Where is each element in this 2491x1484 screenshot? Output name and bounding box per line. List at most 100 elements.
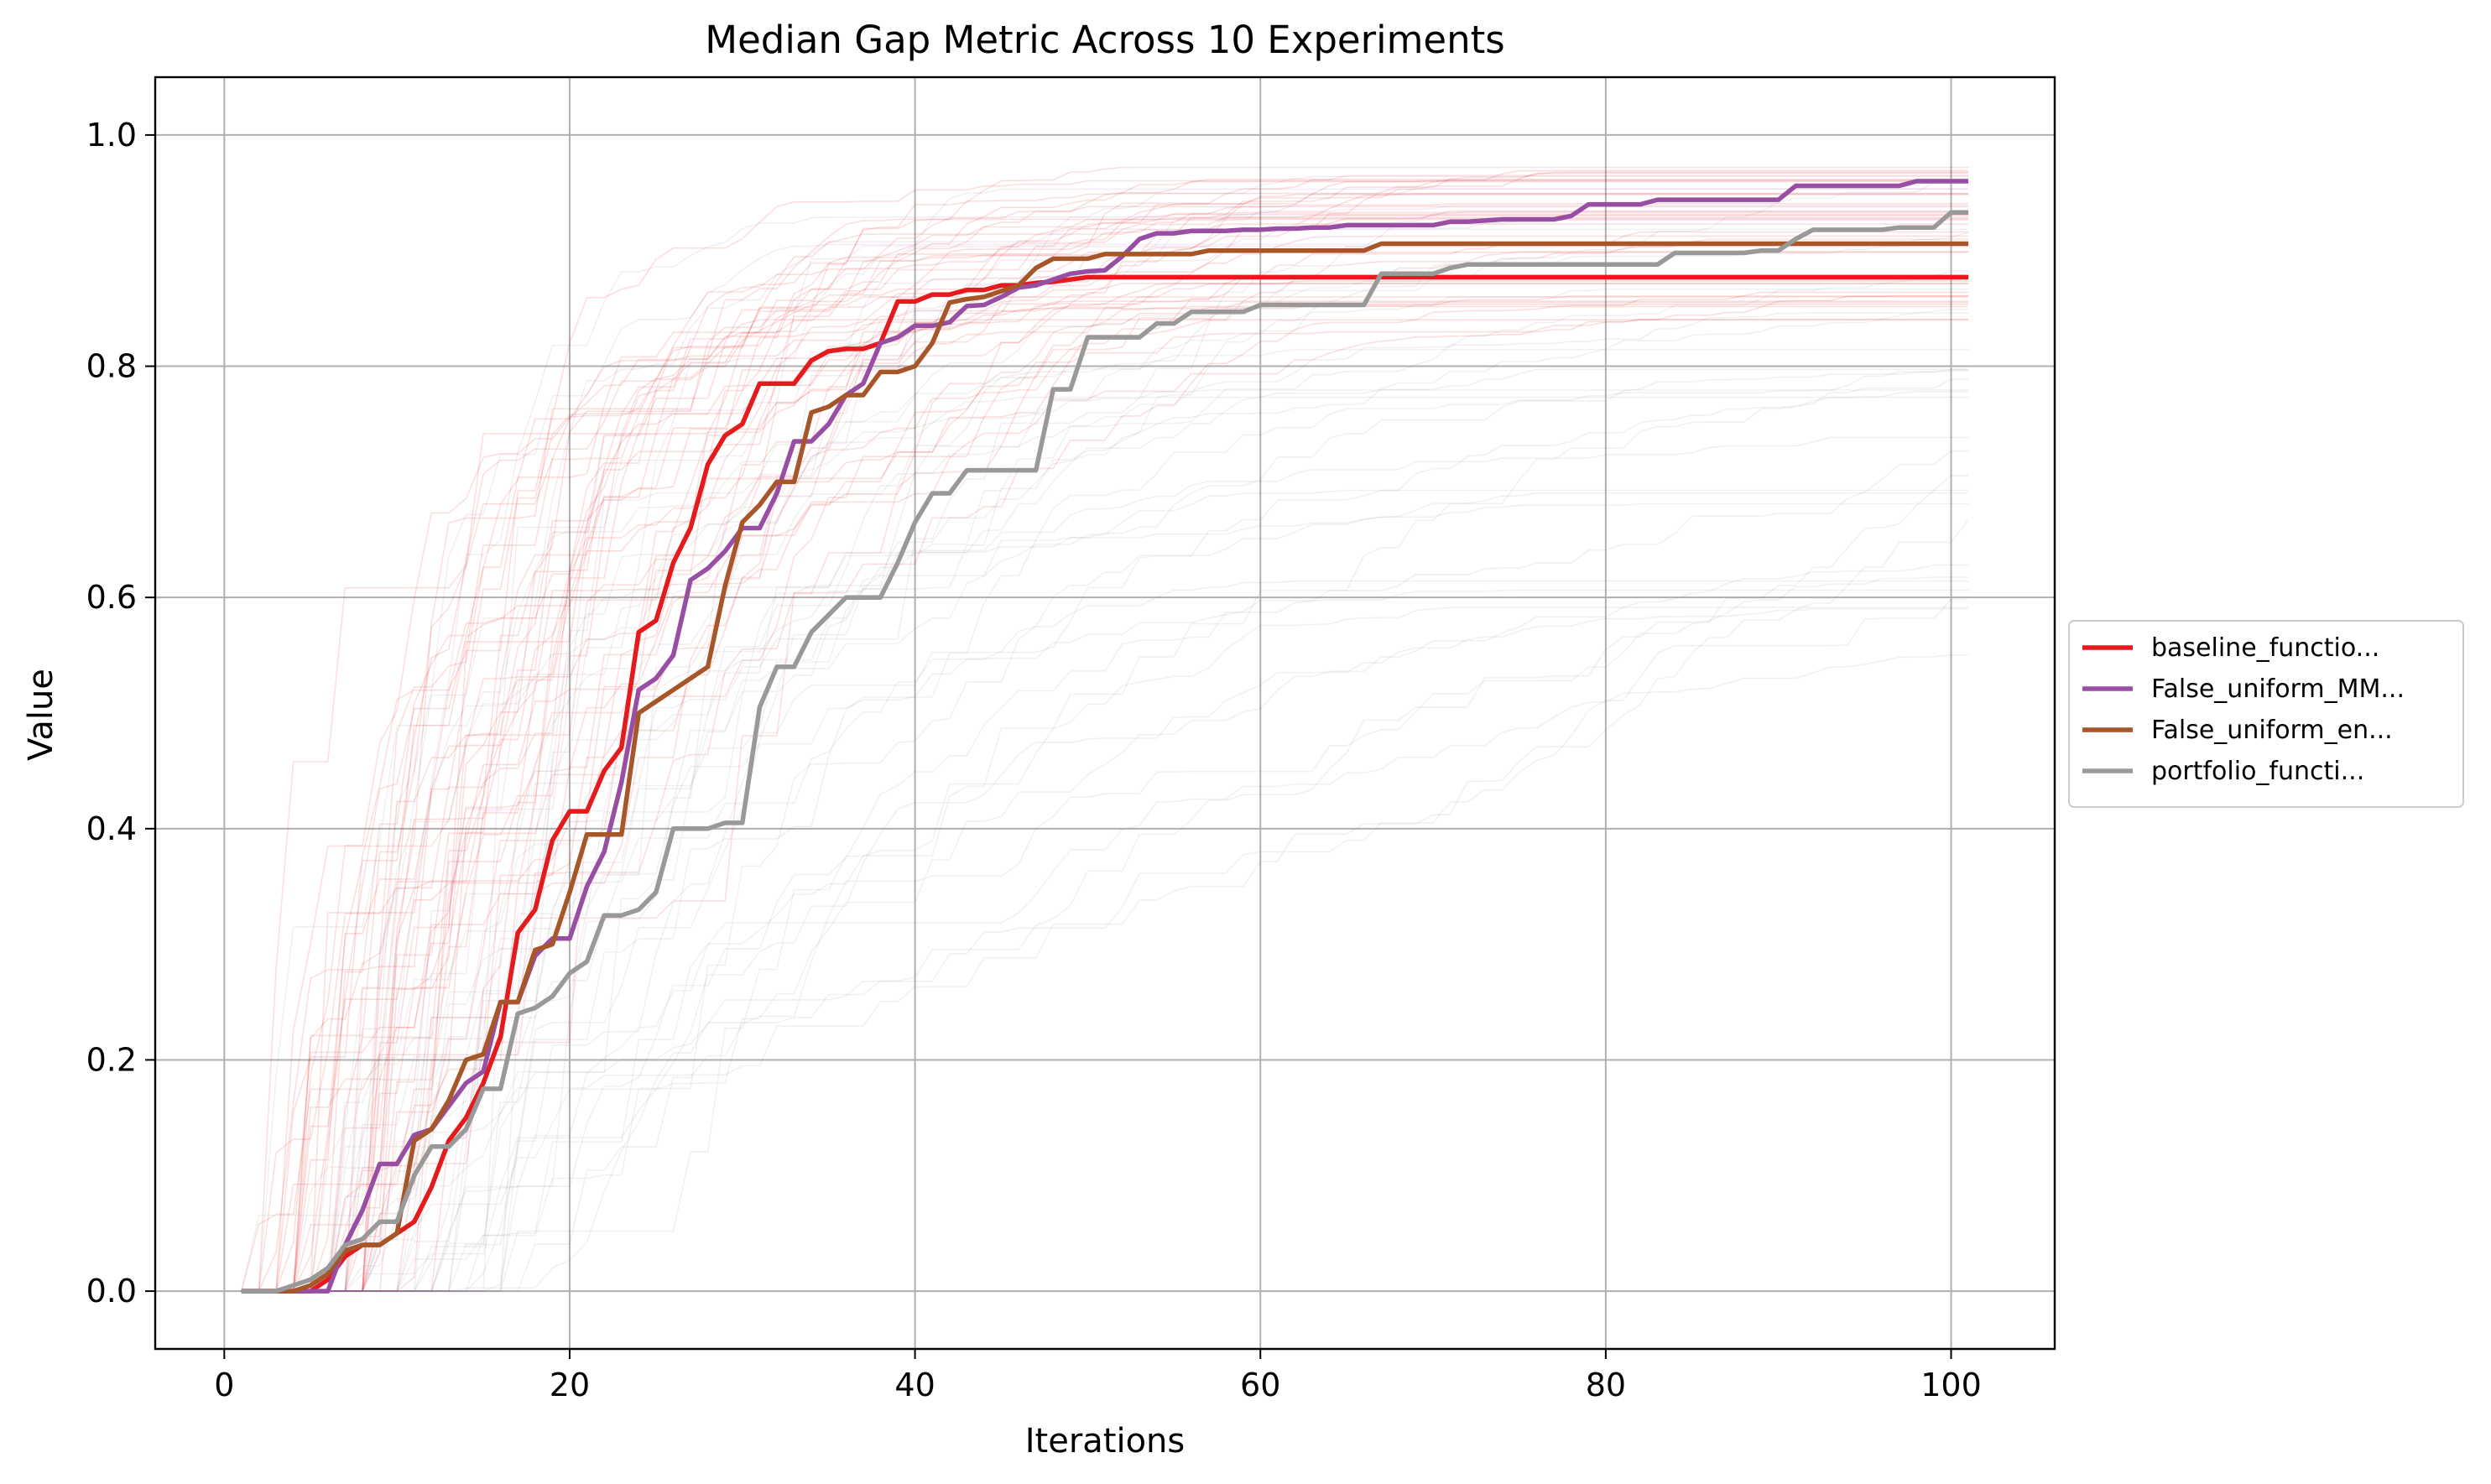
experiment-run-trace [241,270,1969,1292]
legend-label: False_uniform_en... [2151,716,2393,745]
legend-label: False_uniform_MM... [2151,674,2405,704]
y-tick-label: 0.2 [86,1041,137,1078]
experiment-run-trace [241,580,1969,1292]
experiment-run-trace [241,489,1969,1292]
experiment-run-trace [241,348,1969,1292]
baseline-run-trace [241,179,1969,1292]
experiment-run-trace [241,564,1969,1292]
baseline-run-trace [241,283,1969,1292]
y-tick-label: 1.0 [86,117,137,154]
series-line-3 [241,241,1969,1294]
x-tick-label: 80 [1586,1367,1626,1403]
baseline-run-trace [241,194,1969,1292]
experiment-run-trace [241,182,1969,1292]
x-tick-label: 100 [1920,1367,1982,1403]
baseline-run-trace [241,276,1969,1292]
experiment-run-trace [241,378,1969,1292]
baseline-run-trace [241,218,1969,1292]
y-tick-label: 0.6 [86,579,137,616]
baseline-run-trace [241,231,1969,1292]
legend: baseline_functio... False_uniform_MM... Fa… [2068,620,2464,808]
experiment-run-trace [241,576,1969,1292]
experiment-run-trace [241,519,1969,1292]
experiment-run-trace [241,390,1969,1292]
baseline-run-trace [241,180,1969,1292]
experiment-run-trace [241,436,1969,1292]
baseline-run-trace [241,192,1969,1292]
x-tick-label: 60 [1240,1367,1280,1403]
experiment-run-trace [241,279,1969,1292]
axis-ticks: 0 20 40 60 80 100 0.0 0.2 0.4 0.6 0.8 1.0 [86,117,1982,1403]
y-tick-label: 0.4 [86,810,137,847]
baseline-run-trace [241,280,1969,1292]
experiment-run-trace [241,450,1969,1292]
uniform-run-trace [241,175,1969,1292]
experiment-run-trace [241,475,1969,1292]
baseline-run-trace [241,295,1969,1292]
baseline-run-trace [241,213,1969,1292]
baseline-run-trace [241,251,1969,1292]
y-tick-label: 0.0 [86,1273,137,1310]
baseline-run-trace [241,301,1969,1292]
series-line-1 [241,274,1969,1294]
legend-label: portfolio_functi... [2151,757,2364,786]
series-line-4 [241,210,1969,1294]
baseline-run-trace [241,172,1969,1292]
baseline-run-trace [241,180,1969,1292]
baseline-run-trace [241,303,1969,1292]
series-line-2 [241,179,1969,1294]
experiment-run-trace [241,369,1969,1292]
baseline-run-trace [241,179,1969,1292]
experiment-run-trace [241,502,1969,1292]
baseline-run-trace [241,169,1969,1292]
experiment-run-trace [241,492,1969,1292]
baseline-run-trace [241,211,1969,1292]
experiment-run-trace [241,368,1969,1292]
uniform-run-trace [241,211,1969,1292]
experiment-run-trace [241,598,1969,1292]
experiment-run-trace [241,308,1969,1292]
x-tick-label: 40 [894,1367,935,1403]
baseline-run-trace [241,193,1969,1292]
experiment-run-trace [241,653,1969,1292]
baseline-run-trace [241,214,1969,1292]
baseline-run-trace [241,166,1969,1292]
baseline-run-trace [241,223,1969,1292]
baseline-run-trace [241,203,1969,1292]
experiment-run-trace [241,396,1969,1292]
chart-title: Median Gap Metric Across 10 Experiments [705,18,1504,62]
baseline-run-trace [241,283,1969,1292]
series-lines [241,179,1969,1294]
x-axis-label: Iterations [1025,1422,1186,1461]
uniform-run-trace [241,245,1969,1292]
baseline-run-trace [241,206,1969,1292]
grid-lines [155,77,2055,1349]
experiment-run-trace [241,389,1969,1292]
baseline-run-trace [241,251,1969,1292]
y-tick-label: 0.8 [86,348,137,385]
baseline-run-trace [241,296,1969,1292]
uniform-run-trace [241,228,1969,1292]
experiment-run-trace [241,232,1969,1292]
baseline-run-trace [241,217,1969,1292]
x-tick-label: 20 [550,1367,590,1403]
uniform-run-trace [241,216,1969,1292]
baseline-run-trace [241,319,1969,1292]
baseline-run-trace [241,294,1969,1292]
baseline-run-trace [241,300,1969,1292]
x-tick-label: 0 [214,1367,234,1403]
experiment-run-trace [241,607,1969,1292]
baseline-run-trace [241,174,1969,1292]
baseline-run-trace [241,291,1969,1292]
uniform-run-trace [241,205,1969,1292]
experiment-run-trace [241,368,1969,1292]
experiment-run-trace [241,312,1969,1292]
uniform-run-trace [241,188,1969,1292]
legend-box [2068,620,2464,808]
experiment-run-trace [241,607,1969,1292]
baseline-run-trace [241,171,1969,1292]
plot-frame [154,76,2056,1351]
baseline-run-trace [241,318,1969,1292]
y-axis-label: Value [22,669,60,761]
